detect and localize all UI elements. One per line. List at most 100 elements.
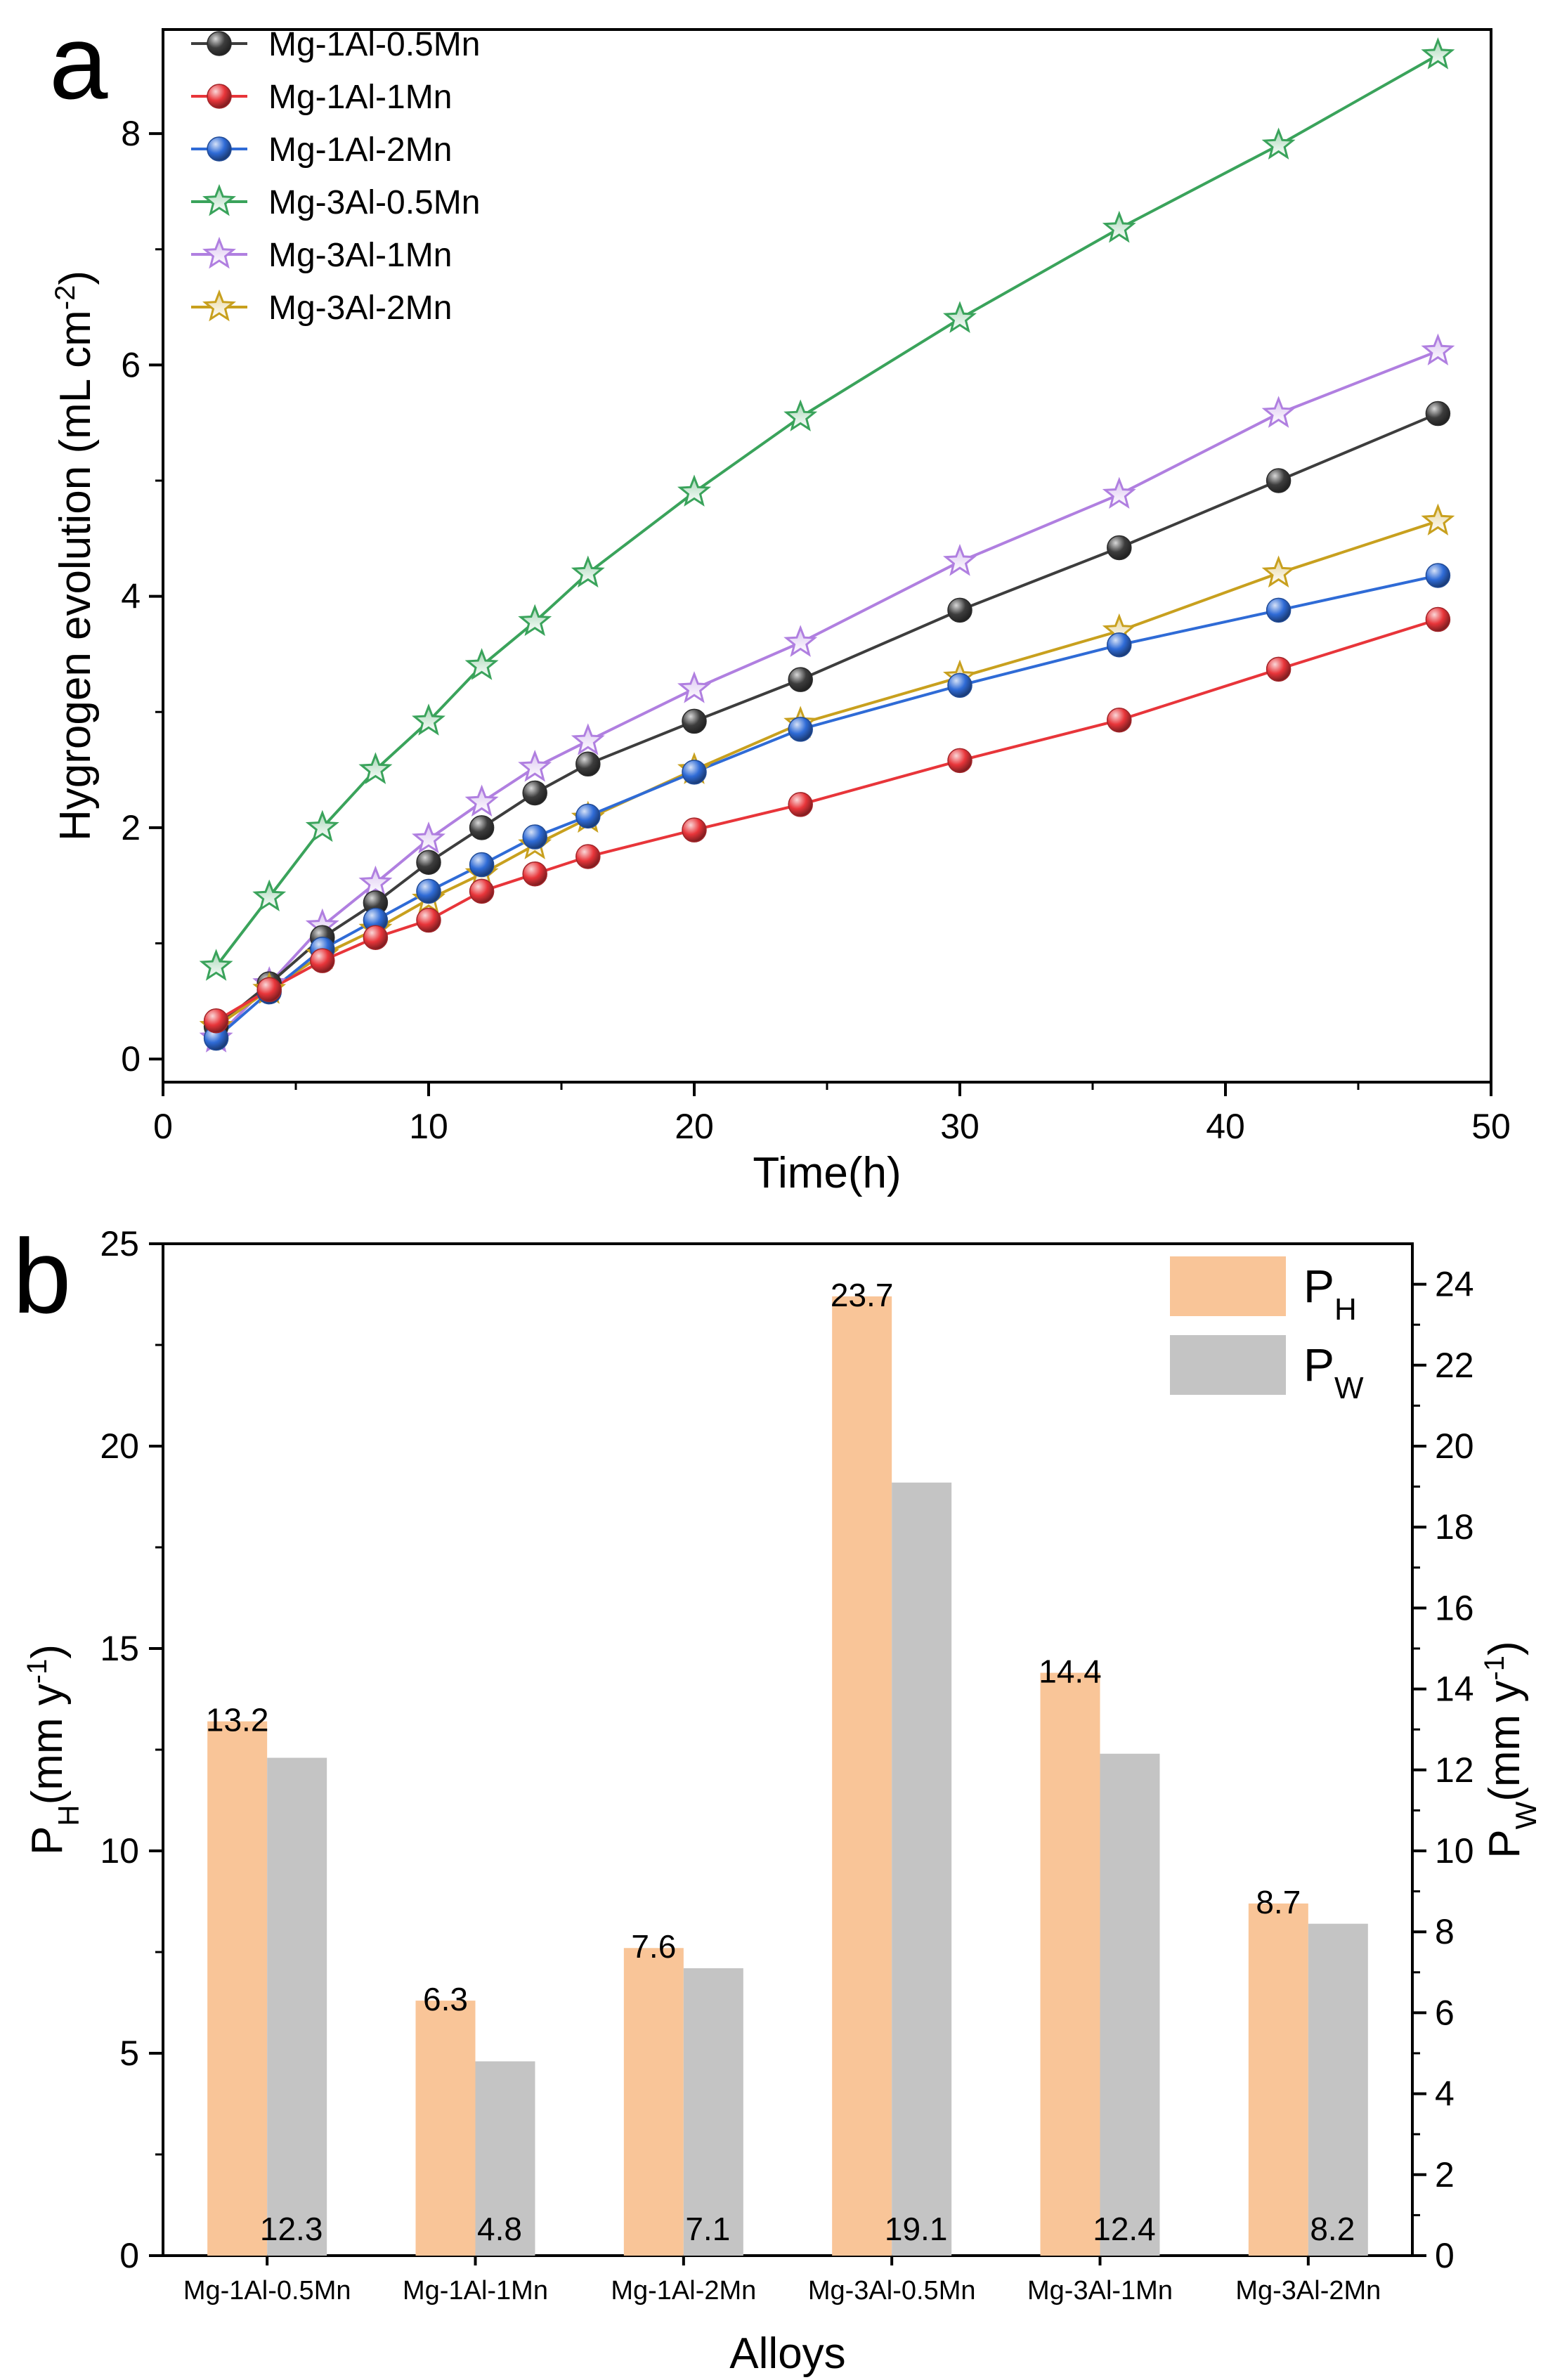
data-point bbox=[1107, 632, 1132, 658]
data-point bbox=[682, 817, 707, 843]
series-line bbox=[215, 349, 1439, 1039]
data-point bbox=[788, 667, 813, 692]
data-point bbox=[199, 949, 233, 981]
data-point bbox=[947, 748, 972, 774]
x-tick-label: 10 bbox=[409, 1107, 448, 1146]
bar-ph bbox=[1248, 1903, 1308, 2256]
bar-label-pw: 19.1 bbox=[885, 2211, 948, 2247]
legend-label: PH bbox=[1303, 1260, 1357, 1327]
x-tick-label: 20 bbox=[675, 1107, 714, 1146]
y-tick-label: 4 bbox=[121, 577, 141, 616]
data-point bbox=[469, 852, 495, 878]
data-point bbox=[1425, 563, 1451, 588]
data-point bbox=[416, 878, 441, 904]
bar-label-pw: 12.4 bbox=[1093, 2211, 1156, 2247]
data-point bbox=[1102, 210, 1136, 243]
legend-swatch bbox=[1170, 1335, 1286, 1395]
data-point bbox=[522, 861, 547, 887]
x-tick-label: 30 bbox=[940, 1107, 980, 1146]
category-label: Mg-3Al-1Mn bbox=[1027, 2276, 1173, 2306]
data-point bbox=[518, 604, 552, 637]
right-y-tick-label: 16 bbox=[1435, 1588, 1474, 1627]
data-point bbox=[1107, 535, 1132, 561]
data-point bbox=[783, 625, 818, 657]
category-label: Mg-1Al-1Mn bbox=[403, 2276, 548, 2306]
legend-label: Mg-1Al-2Mn bbox=[268, 131, 452, 169]
panel-a-line-chart: a 0 10 20 30 40 50 0 2 4 6 8 Time(h) Hygrogen evoluti… bbox=[49, 3, 1511, 1197]
bar-label-pw: 8.2 bbox=[1310, 2211, 1355, 2247]
series-line bbox=[215, 53, 1439, 968]
data-point bbox=[358, 865, 393, 898]
legend-marker bbox=[202, 236, 236, 269]
x-tick-label: 50 bbox=[1471, 1107, 1511, 1146]
data-point bbox=[522, 824, 547, 850]
right-y-tick-label: 18 bbox=[1435, 1507, 1474, 1547]
data-point bbox=[310, 948, 335, 973]
data-point bbox=[1266, 656, 1292, 682]
panel-b-bar-chart: b 13.2 12.3 Mg-1Al-0.5Mn 6.3 4.8 Mg-1Al-1Mn 7.6… bbox=[13, 1217, 1542, 2378]
legend-marker bbox=[207, 136, 232, 162]
data-point bbox=[682, 760, 707, 785]
right-y-tick-label: 8 bbox=[1435, 1912, 1455, 1951]
x-axis-title: Alloys bbox=[729, 2329, 845, 2378]
series-line bbox=[215, 519, 1439, 1028]
y-tick-label: 6 bbox=[121, 345, 141, 384]
category-label: Mg-3Al-2Mn bbox=[1235, 2276, 1381, 2306]
data-point bbox=[1266, 468, 1292, 493]
data-point bbox=[256, 977, 282, 1003]
bar-pw bbox=[1308, 1923, 1368, 2256]
legend-label: Mg-1Al-0.5Mn bbox=[268, 26, 480, 63]
data-point bbox=[464, 648, 499, 680]
data-point bbox=[571, 555, 605, 588]
y-tick-label: 2 bbox=[121, 808, 141, 847]
bar-label-ph: 6.3 bbox=[423, 1981, 468, 2017]
data-point bbox=[1421, 37, 1455, 70]
legend-label: PW bbox=[1303, 1339, 1364, 1405]
data-point bbox=[1261, 127, 1296, 160]
bar-ph bbox=[623, 1948, 684, 2256]
bar-ph bbox=[207, 1721, 268, 2256]
bar-label-ph: 7.6 bbox=[631, 1928, 676, 1965]
bar-ph bbox=[1040, 1672, 1100, 2256]
data-point bbox=[1261, 396, 1296, 428]
data-point bbox=[571, 723, 605, 755]
right-y-tick-label: 20 bbox=[1435, 1426, 1474, 1466]
data-point bbox=[412, 821, 445, 854]
data-point bbox=[677, 671, 711, 703]
bar-pw bbox=[683, 1968, 743, 2256]
legend-marker bbox=[207, 31, 232, 56]
data-point bbox=[575, 844, 601, 869]
data-point bbox=[1266, 597, 1292, 623]
legend-marker bbox=[202, 183, 236, 216]
data-point bbox=[363, 925, 389, 950]
bar-label-ph: 23.7 bbox=[831, 1277, 894, 1313]
right-y-tick-label: 0 bbox=[1435, 2236, 1455, 2275]
panel-label-a: a bbox=[49, 3, 108, 121]
right-y-tick-label: 22 bbox=[1435, 1346, 1474, 1385]
right-y-tick-label: 24 bbox=[1435, 1265, 1474, 1304]
legend-swatch bbox=[1170, 1256, 1286, 1316]
data-point bbox=[416, 850, 441, 875]
data-point bbox=[788, 792, 813, 817]
bar-pw bbox=[892, 1482, 952, 2256]
category-label: Mg-1Al-0.5Mn bbox=[183, 2276, 351, 2306]
data-point bbox=[412, 703, 445, 736]
data-point bbox=[783, 399, 818, 431]
bar-ph bbox=[832, 1296, 892, 2256]
right-y-axis-title: PW(mm y-1) bbox=[1479, 1641, 1542, 1858]
data-point bbox=[575, 803, 601, 829]
data-point bbox=[522, 780, 547, 806]
right-y-tick-label: 6 bbox=[1435, 1993, 1455, 2032]
left-y-tick-label: 15 bbox=[100, 1629, 139, 1668]
bar-label-ph: 14.4 bbox=[1039, 1653, 1102, 1690]
y-tick-label: 0 bbox=[121, 1039, 141, 1079]
right-y-tick-label: 4 bbox=[1435, 2074, 1455, 2114]
bar-ph bbox=[415, 2001, 476, 2256]
data-point bbox=[518, 750, 552, 782]
left-y-axis-title: PH(mm y-1) bbox=[22, 1644, 85, 1855]
data-point bbox=[1107, 708, 1132, 733]
plot-frame bbox=[162, 1242, 1414, 2257]
x-tick-label: 0 bbox=[153, 1107, 173, 1146]
data-point bbox=[469, 815, 495, 840]
